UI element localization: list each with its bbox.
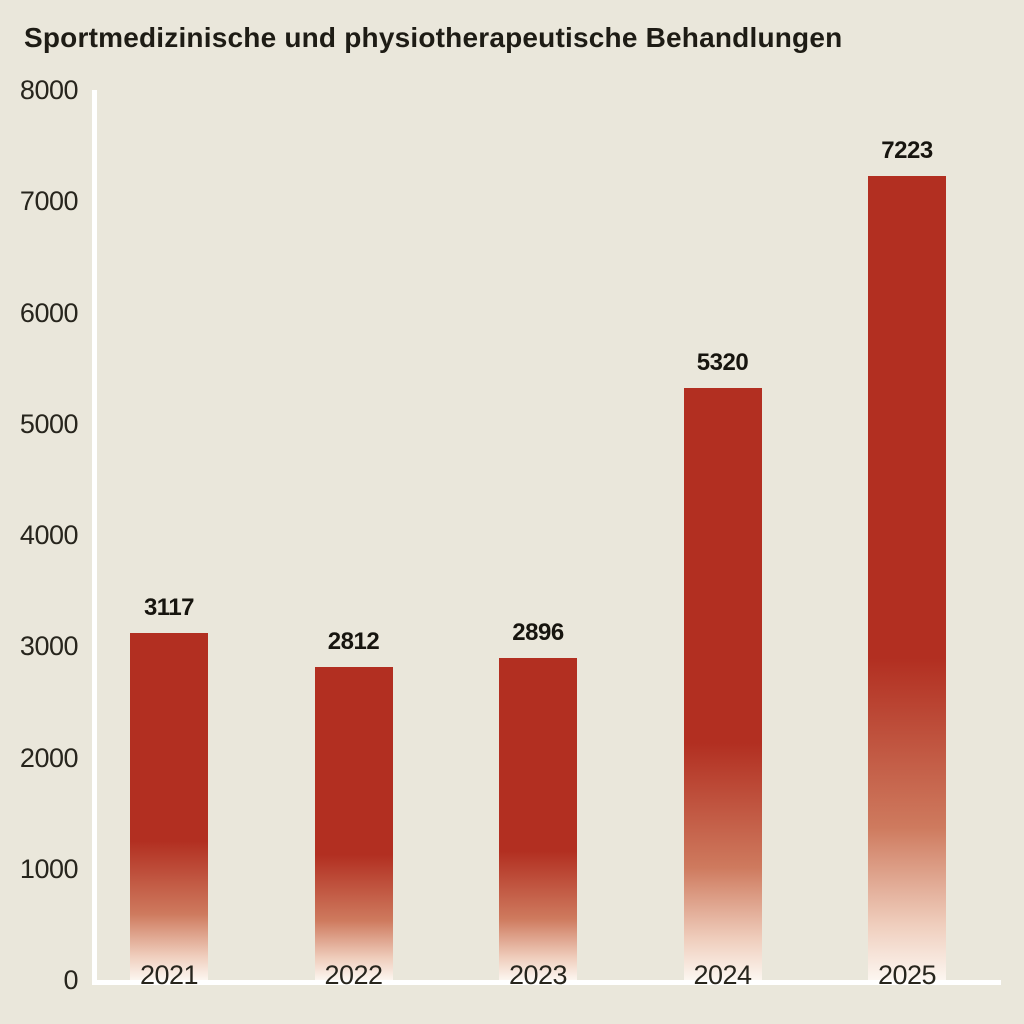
chart-title: Sportmedizinische und physiotherapeutisc… <box>24 22 843 53</box>
x-tick-label-2024: 2024 <box>693 960 752 990</box>
bar-2021 <box>130 633 208 980</box>
bar-2022 <box>314 667 393 980</box>
y-axis-line <box>92 90 97 985</box>
y-tick-label-8000: 8000 <box>19 75 79 105</box>
bar-value-label-2022: 2812 <box>327 628 380 656</box>
bar-value-label-2021: 3117 <box>143 594 195 622</box>
y-tick-label-5000: 5000 <box>19 408 79 439</box>
x-tick-label-2025: 2025 <box>877 960 937 990</box>
y-tick-label-3000: 3000 <box>19 631 79 662</box>
bar-2024 <box>683 388 762 980</box>
y-tick-label-1000: 1000 <box>19 853 79 884</box>
y-tick-label-6000: 6000 <box>19 297 79 328</box>
bar-value-label-2023: 2896 <box>512 618 564 646</box>
bar-value-label-2025: 7223 <box>881 137 933 165</box>
bar-value-label-2024: 5320 <box>696 349 749 377</box>
bar-2025 <box>868 176 946 980</box>
bar-2023 <box>499 657 577 980</box>
x-tick-label-2023: 2023 <box>508 960 568 990</box>
y-tick-label-2000: 2000 <box>19 742 79 773</box>
y-tick-label-4000: 4000 <box>19 520 79 550</box>
y-tick-label-0: 0 <box>63 965 78 995</box>
x-axis-line <box>92 980 1001 985</box>
x-tick-label-2022: 2022 <box>324 960 383 990</box>
y-tick-label-7000: 7000 <box>19 186 79 217</box>
x-tick-label-2021: 2021 <box>139 960 199 990</box>
